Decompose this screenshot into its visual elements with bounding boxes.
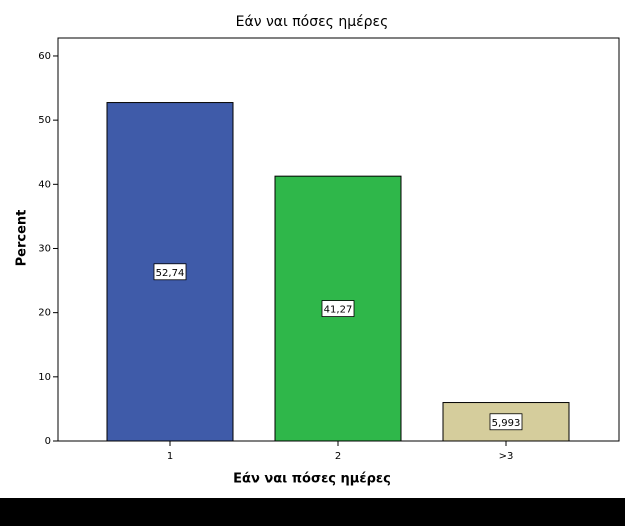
y-tick-label: 20 [38, 308, 51, 319]
bar [274, 175, 402, 442]
value-label: 41,27 [324, 305, 353, 316]
y-tick-label: 0 [45, 436, 51, 447]
value-label-box [489, 413, 523, 431]
value-label: 5,993 [492, 418, 521, 429]
value-label-box [321, 300, 355, 317]
y-axis-title: Percent [15, 210, 30, 267]
chart-title: Εάν ναι πόσες ημέρες [236, 14, 389, 30]
x-tick-label: >3 [499, 451, 514, 462]
y-tick-label: 40 [38, 179, 51, 190]
x-axis-title: Εάν ναι πόσες ημέρες [233, 472, 391, 487]
y-tick-label: 10 [38, 372, 51, 383]
value-label: 52,74 [156, 268, 185, 279]
bottom-band [0, 498, 625, 526]
x-tick-label: 2 [335, 451, 341, 462]
y-tick-label: 60 [38, 51, 51, 62]
y-tick-label: 50 [38, 115, 51, 126]
value-label-box [153, 263, 187, 281]
y-tick-label: 30 [38, 243, 51, 254]
x-tick-label: 1 [167, 451, 173, 462]
